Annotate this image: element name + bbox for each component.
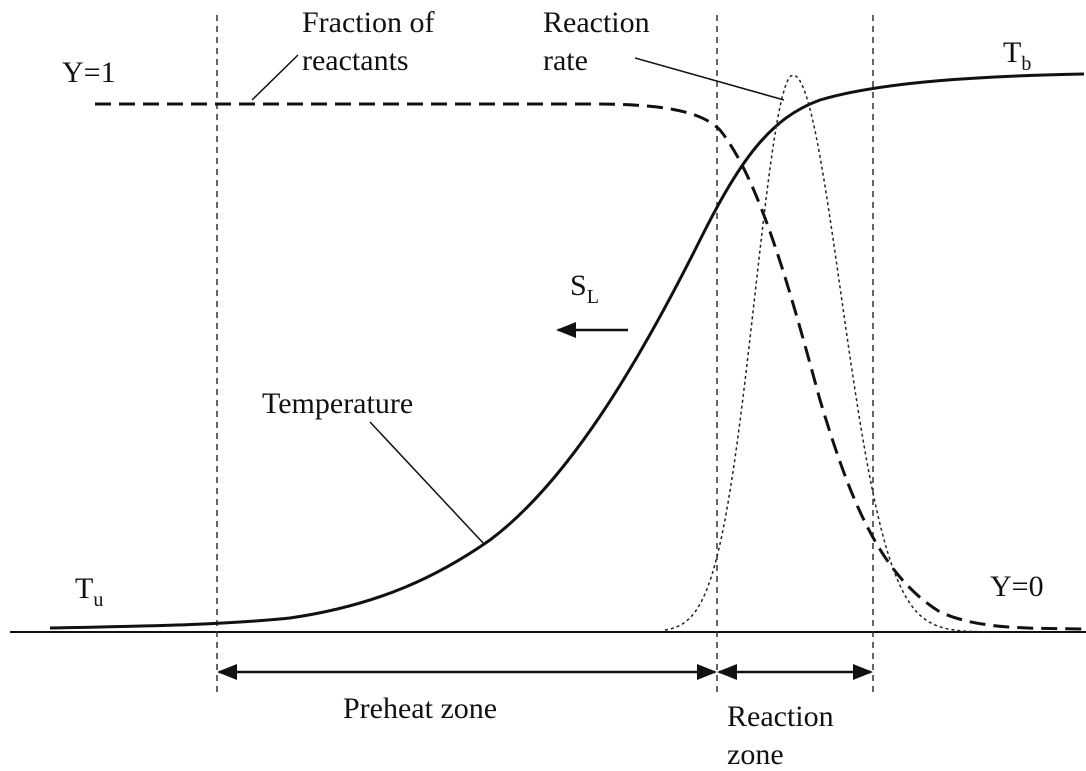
- label: Fraction of: [302, 6, 434, 39]
- label: Y=0: [990, 570, 1044, 603]
- label: Temperature: [262, 387, 413, 420]
- reaction-rate-curve: [664, 74, 990, 633]
- label: reactants: [302, 44, 409, 77]
- label: rate: [543, 44, 588, 77]
- label: zone: [727, 738, 784, 771]
- label: Y=1: [62, 56, 116, 89]
- leader-lines: [251, 54, 785, 546]
- label: Tu: [75, 572, 103, 611]
- label: Tb: [1003, 36, 1031, 75]
- reactant-curve: [95, 102, 1085, 631]
- label: SL: [570, 269, 599, 308]
- label: Reaction: [543, 6, 650, 39]
- temperature-curve: [49, 72, 1085, 630]
- label: Preheat zone: [343, 692, 497, 725]
- zone-lines: [216, 15, 874, 695]
- label: Reaction: [727, 700, 834, 733]
